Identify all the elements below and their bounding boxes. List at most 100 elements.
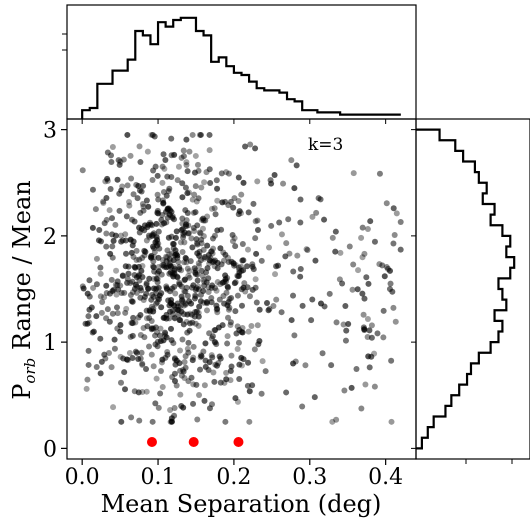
scatter-point [197,366,204,373]
scatter-point [256,306,263,313]
scatter-point [390,240,397,247]
scatter-point [273,296,280,303]
scatter-point [189,244,196,251]
scatter-point [220,257,227,264]
scatter-point [368,334,375,341]
scatter-point [188,284,195,291]
scatter-point [201,179,208,186]
x-tick-label-3: 0.3 [292,465,327,490]
scatter-point [172,234,179,241]
scatter-point [380,334,387,341]
scatter-point [297,196,304,203]
scatter-point [201,397,208,404]
scatter-point [93,255,100,262]
scatter-point [179,220,186,227]
scatter-point [101,294,108,301]
scatter-point [222,272,229,279]
scatter-point [152,400,159,407]
scatter-point [129,354,136,361]
scatter-point [223,369,230,376]
scatter-point [283,240,290,247]
scatter-point [198,236,205,243]
scatter-point [136,229,143,236]
scatter-point [155,404,162,411]
scatter-point [221,379,228,386]
scatter-point [397,218,404,225]
x-tick-label-4: 0.4 [368,465,403,490]
scatter-point [186,298,193,305]
scatter-point [182,254,189,261]
scatter-point [117,328,124,335]
scatter-point [214,279,221,286]
scatter-point [208,401,215,408]
scatter-point [170,240,177,247]
scatter-point [204,265,211,272]
scatter-point [191,228,198,235]
scatter-point [152,332,159,339]
scatter-point [250,200,257,207]
scatter-point [161,165,168,172]
scatter-point [191,191,198,198]
scatter-point [160,151,167,158]
scatter-point [293,162,300,169]
scatter-point [135,182,142,189]
scatter-point [123,213,130,220]
scatter-point [164,247,171,254]
scatter-point [197,352,204,359]
scatter-point [254,322,261,329]
scatter-point [245,359,252,366]
scatter-point [208,284,215,291]
scatter-point [85,361,92,368]
scatter-point [126,198,133,205]
scatter-point [119,183,126,190]
scatter-point [170,245,177,252]
scatter-point [173,251,180,258]
scatter-point [192,209,199,216]
scatter-point [178,226,185,233]
scatter-point [129,332,136,339]
scatter-point [241,280,248,287]
scatter-point [122,231,129,238]
scatter-point [234,323,241,330]
scatter-point [106,349,113,356]
scatter-point [122,386,129,393]
scatter-point [212,361,219,368]
scatter-point [336,276,343,283]
scatter-point [187,310,194,317]
scatter-point [214,265,221,272]
scatter-point [136,417,143,424]
scatter-point [193,236,200,243]
scatter-point [245,328,252,335]
scatter-point [393,210,400,217]
scatter-point [200,348,207,355]
scatter-point [150,293,157,300]
scatter-point [244,382,251,389]
scatter-point [230,204,237,211]
scatter-point [242,143,249,150]
scatter-point [188,374,195,381]
scatter-point [171,370,178,377]
scatter-point [117,353,124,360]
scatter-point [234,346,241,353]
scatter-point [179,194,186,201]
scatter-point [171,412,178,419]
scatter-point [359,254,366,261]
x-tick-label-0: 0.0 [65,465,100,490]
scatter-point [255,341,262,348]
scatter-point [176,317,183,324]
scatter-point [230,260,237,267]
scatter-point [179,180,186,187]
scatter-point [117,321,124,328]
highlighted-points [146,437,244,447]
scatter-point [385,265,392,272]
scatter-point [143,307,150,314]
scatter-point [108,159,115,166]
scatter-point [246,388,253,395]
scatter-point [114,176,121,183]
scatter-point [213,177,220,184]
scatter-point [123,250,130,257]
scatter-point [109,310,116,317]
scatter-point [214,309,221,316]
scatter-point [223,169,230,176]
scatter-point [124,131,131,138]
